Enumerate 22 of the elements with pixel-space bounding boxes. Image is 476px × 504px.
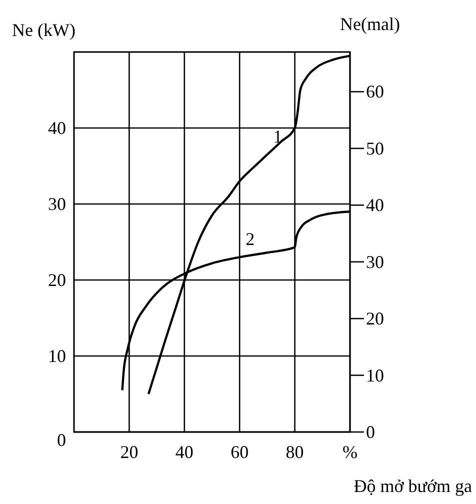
y2-axis-title: Ne(mal) [340, 14, 400, 34]
y-tick-label: 30 [48, 194, 66, 214]
y2-tick-label: 40 [366, 195, 384, 216]
y-tick-label: 40 [48, 118, 66, 138]
y-tick-label: 10 [48, 346, 66, 366]
y2-tick-label: 60 [366, 82, 384, 102]
x-tick-label: 40 [175, 442, 194, 462]
y2-tick-label: 20 [366, 308, 384, 329]
y2-tick-label: 0 [366, 422, 375, 442]
y-tick-label: 0 [57, 430, 66, 450]
y2-tick-label: 30 [366, 252, 384, 272]
y2-tick-label: 50 [366, 138, 384, 158]
x-axis-title: Độ mở bướm ga [354, 476, 472, 496]
x-tick-label: 20 [120, 442, 138, 462]
y-tick-label: 20 [48, 270, 66, 290]
x-tick-label: 60 [230, 442, 249, 462]
x-tick-label: 80 [286, 442, 304, 462]
series-label: 2 [246, 229, 255, 250]
x-tick-label: % [342, 442, 358, 462]
y-axis-title: Ne (kW) [12, 20, 76, 40]
series-label: 1 [273, 126, 282, 147]
y2-tick-label: 10 [366, 365, 384, 386]
